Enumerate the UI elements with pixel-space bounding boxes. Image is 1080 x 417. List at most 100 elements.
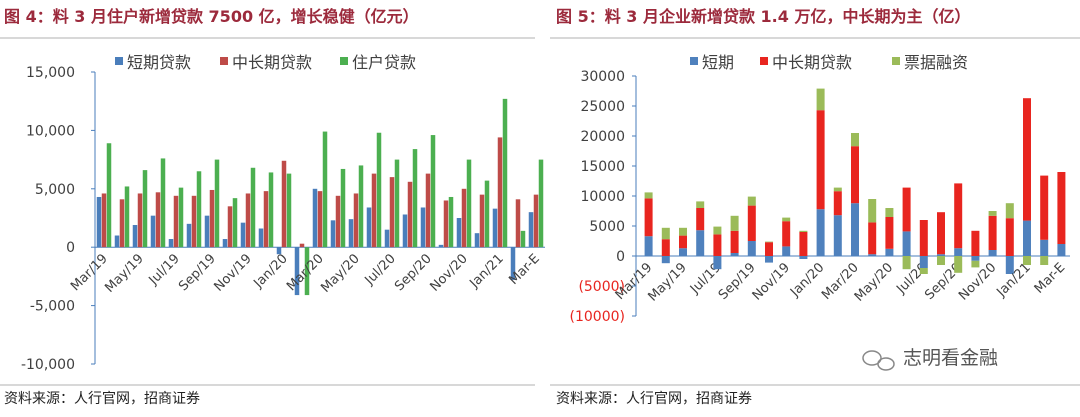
bar [240,222,246,248]
bar [747,196,756,206]
bar [919,220,928,256]
x-tick-label: Mar-E [1032,260,1068,296]
y-tick-label: 10,000 [26,123,75,139]
bar [782,221,791,247]
bar [1023,98,1031,221]
bar [502,98,508,248]
bar [484,180,490,248]
bar [96,196,102,248]
bar [466,159,472,248]
bar [137,193,143,248]
bar [696,201,705,208]
bar [263,191,269,248]
x-tick-label: May/19 [102,251,146,295]
bar [204,215,210,248]
bar [358,165,364,248]
bar [520,230,526,248]
bar [132,225,138,248]
bar [173,195,179,248]
bar [186,223,192,248]
y-tick-label: (10000) [570,309,625,325]
bar [696,208,705,231]
bar [1005,256,1014,274]
bar [747,241,756,256]
bar [515,199,521,248]
y-tick-label: -10,000 [21,357,75,373]
bar [661,227,670,240]
x-tick-label: May/19 [645,260,689,304]
bar [713,256,722,270]
bar [340,168,346,248]
bar [533,194,539,248]
bar [348,219,354,248]
bar [384,229,390,248]
bar [868,199,877,223]
bar [376,132,382,248]
legend-swatch [760,57,768,65]
x-tick-label: May/20 [318,251,362,295]
bar [679,248,687,256]
bar [765,256,773,263]
x-tick-label: Nov/19 [211,251,254,294]
bar [868,222,877,255]
bar [528,212,534,248]
bar [833,215,842,256]
bar [330,220,336,248]
bar [765,241,773,243]
legend-swatch [340,57,348,65]
chart-title: 图 5：料 3 月企业新增贷款 1.4 万亿，中长期为主（亿） [556,7,970,26]
bar [868,254,877,256]
bar [644,198,653,237]
bar [902,256,911,270]
bar [402,214,408,248]
x-tick-label: Sep/20 [392,251,435,294]
legend-swatch [690,57,698,65]
bar [816,209,825,256]
bar [322,131,328,248]
bar [258,228,264,248]
bar [101,193,107,248]
bar [696,230,705,256]
bar [456,218,462,248]
bar [438,244,444,248]
bar [851,133,859,147]
y-tick-label: 20000 [580,129,625,145]
bar [250,167,256,248]
y-tick-label: (5000) [578,279,625,295]
legend-label: 中长期贷款 [772,53,852,72]
bar [150,215,156,248]
bar [816,88,825,111]
bar [299,243,305,248]
bar [713,226,722,235]
bar [919,268,928,274]
x-tick-label: Nov/20 [427,251,470,294]
bar [142,170,148,248]
bar [799,232,808,256]
bar [833,187,842,192]
bar [730,230,739,253]
bar [1005,203,1014,219]
bar [1023,256,1031,265]
bar [335,195,341,248]
bar [420,207,426,248]
watermark-icon [862,350,895,371]
bar [954,248,963,256]
bar [782,246,791,256]
bar [730,215,739,231]
bar [954,183,963,249]
bar [196,171,202,248]
bar [765,242,773,256]
bar [833,191,842,216]
bar [232,198,238,248]
y-tick-label: 10000 [580,189,625,205]
bar [988,250,997,256]
bar [366,207,372,248]
bar [268,172,274,248]
bar [885,208,894,217]
bar [902,187,911,232]
bar [294,247,300,296]
bar [679,235,687,249]
bar [281,160,287,248]
x-tick-label: Nov/19 [750,260,793,303]
legend-swatch [220,57,228,65]
